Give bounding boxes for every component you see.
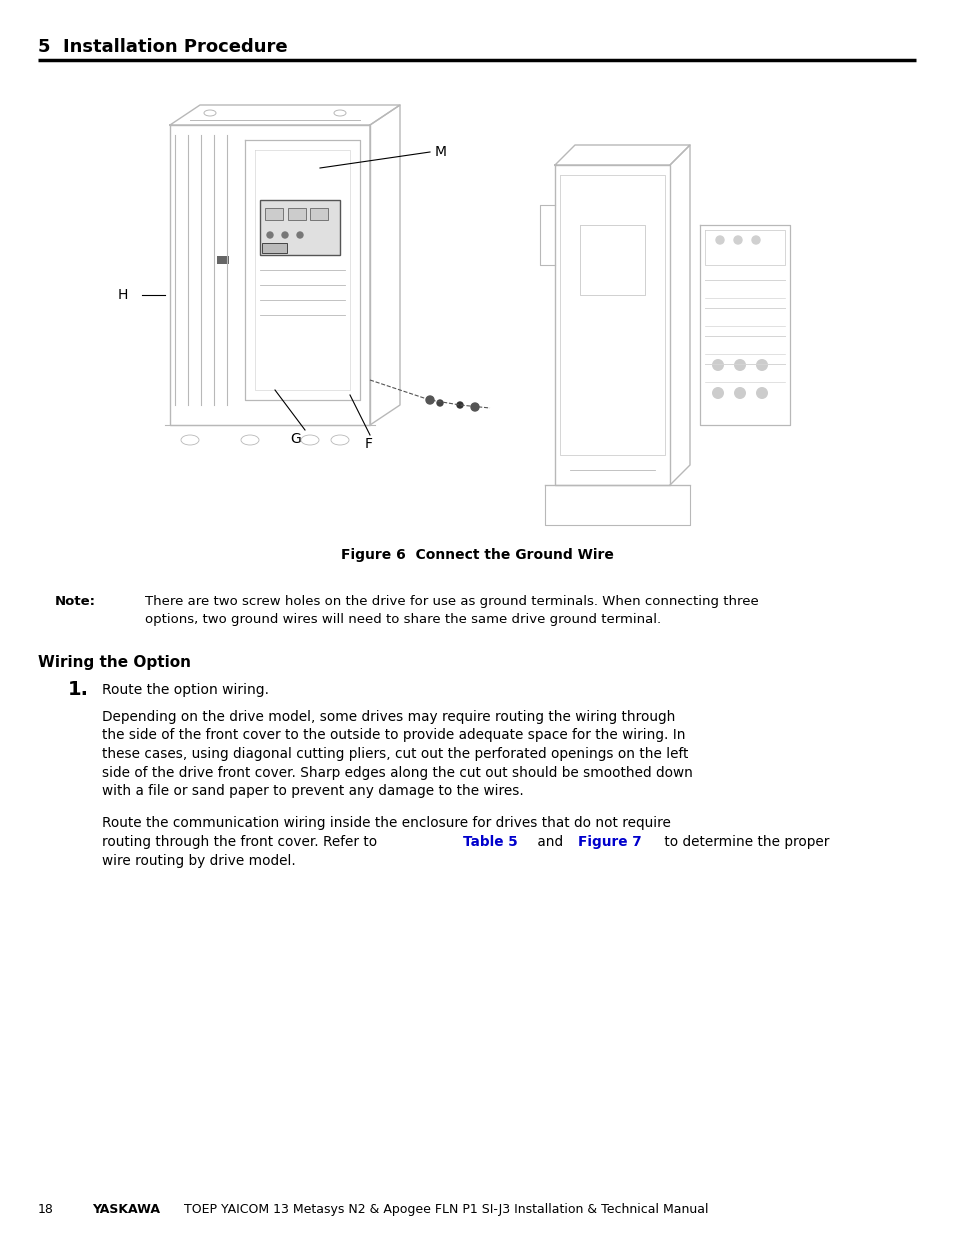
Text: YASKAWA: YASKAWA <box>92 1203 160 1216</box>
Bar <box>262 243 287 253</box>
Circle shape <box>296 232 303 238</box>
Text: these cases, using diagonal cutting pliers, cut out the perforated openings on t: these cases, using diagonal cutting plie… <box>102 747 688 761</box>
Text: Depending on the drive model, some drives may require routing the wiring through: Depending on the drive model, some drive… <box>102 710 675 724</box>
Text: Route the communication wiring inside the enclosure for drives that do not requi: Route the communication wiring inside th… <box>102 817 670 830</box>
Text: 1.: 1. <box>68 680 89 699</box>
Text: Figure 6  Connect the Ground Wire: Figure 6 Connect the Ground Wire <box>340 549 613 562</box>
Text: There are two screw holes on the drive for use as ground terminals. When connect: There are two screw holes on the drive f… <box>145 594 758 608</box>
Text: F: F <box>365 437 373 450</box>
Text: 18: 18 <box>38 1203 53 1216</box>
Text: 5  Installation Procedure: 5 Installation Procedure <box>38 38 287 56</box>
Circle shape <box>267 232 273 238</box>
Circle shape <box>471 403 478 411</box>
Circle shape <box>456 402 462 408</box>
Circle shape <box>282 232 288 238</box>
Text: to determine the proper: to determine the proper <box>659 835 828 849</box>
Circle shape <box>716 236 723 244</box>
Text: Table 5: Table 5 <box>462 835 517 849</box>
Bar <box>260 200 339 254</box>
Text: the side of the front cover to the outside to provide adequate space for the wir: the side of the front cover to the outsi… <box>102 728 685 742</box>
Circle shape <box>755 387 767 400</box>
Text: routing through the front cover. Refer to: routing through the front cover. Refer t… <box>102 835 381 849</box>
Text: side of the drive front cover. Sharp edges along the cut out should be smoothed : side of the drive front cover. Sharp edg… <box>102 766 692 779</box>
Text: Wiring the Option: Wiring the Option <box>38 655 191 670</box>
Bar <box>310 208 328 220</box>
Text: Route the option wiring.: Route the option wiring. <box>102 683 269 697</box>
Text: wire routing by drive model.: wire routing by drive model. <box>102 854 295 867</box>
Circle shape <box>436 400 442 406</box>
Circle shape <box>751 236 760 244</box>
Text: options, two ground wires will need to share the same drive ground terminal.: options, two ground wires will need to s… <box>145 613 660 625</box>
Text: TOEP YAICOM 13 Metasys N2 & Apogee FLN P1 SI-J3 Installation & Technical Manual: TOEP YAICOM 13 Metasys N2 & Apogee FLN P… <box>180 1203 708 1216</box>
Bar <box>216 256 229 264</box>
Text: Note:: Note: <box>55 594 96 608</box>
Text: with a file or sand paper to prevent any damage to the wires.: with a file or sand paper to prevent any… <box>102 784 523 798</box>
Text: H: H <box>118 288 129 302</box>
Circle shape <box>733 359 745 371</box>
Circle shape <box>733 236 741 244</box>
Bar <box>288 208 306 220</box>
Bar <box>265 208 283 220</box>
Circle shape <box>711 359 723 371</box>
Circle shape <box>711 387 723 400</box>
Text: G: G <box>290 432 300 446</box>
Circle shape <box>733 387 745 400</box>
Text: M: M <box>435 145 447 159</box>
Text: Figure 7: Figure 7 <box>578 835 640 849</box>
Circle shape <box>426 396 434 405</box>
Text: and: and <box>533 835 567 849</box>
Circle shape <box>755 359 767 371</box>
